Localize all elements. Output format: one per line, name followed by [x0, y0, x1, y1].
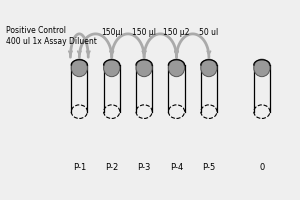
- Ellipse shape: [103, 59, 120, 77]
- Text: 150μl: 150μl: [101, 28, 122, 37]
- Text: 150 μl: 150 μl: [132, 28, 156, 37]
- Text: Positive Control
400 ul 1x Assay Diluent: Positive Control 400 ul 1x Assay Diluent: [6, 26, 97, 46]
- Text: P-3: P-3: [137, 163, 151, 172]
- Ellipse shape: [168, 59, 184, 77]
- Ellipse shape: [201, 59, 217, 77]
- Ellipse shape: [136, 59, 152, 77]
- Text: 0: 0: [259, 163, 265, 172]
- Text: P-4: P-4: [170, 163, 183, 172]
- Text: P-2: P-2: [105, 163, 118, 172]
- Ellipse shape: [254, 59, 270, 77]
- Text: P-1: P-1: [73, 163, 86, 172]
- Text: 150 μ2: 150 μ2: [163, 28, 190, 37]
- Ellipse shape: [71, 59, 87, 77]
- Text: P-5: P-5: [202, 163, 215, 172]
- Text: 50 ul: 50 ul: [199, 28, 218, 37]
